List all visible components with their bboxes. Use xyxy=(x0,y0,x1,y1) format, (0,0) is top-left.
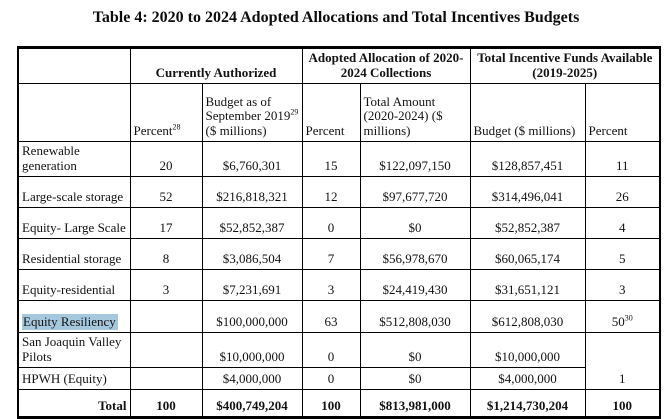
footnote-30: 30 xyxy=(624,313,633,323)
cell-pct-total-merged: 1 xyxy=(584,332,661,390)
cell-pct-authorized xyxy=(129,332,203,368)
subheader-suffix: ($ millions) xyxy=(205,122,267,138)
subheader-empty-cell xyxy=(17,83,131,142)
table-row-san-joaquin: San Joaquin Valley Pilots $10,000,000 0 … xyxy=(17,332,661,390)
cell-budget-2019: $3,086,504 xyxy=(201,238,303,270)
cell-pct-adopted: 0 xyxy=(301,332,361,368)
group-total-incentive-funds: Total Incentive Funds Available (2019-20… xyxy=(469,47,661,84)
cell-pct-authorized: 17 xyxy=(129,207,203,239)
cell-pct-adopted: 63 xyxy=(301,300,361,333)
cell-total-budget: $60,065,174 xyxy=(469,238,586,270)
cell-pct-adopted: 100 xyxy=(301,389,361,418)
subheader-budget-total: Budget ($ millions) xyxy=(469,83,586,142)
cell-pct-authorized: 52 xyxy=(129,176,203,208)
group-adopted-allocation: Adopted Allocation of 2020-2024 Collecti… xyxy=(301,47,471,84)
cell-pct-total: 5 xyxy=(584,238,661,270)
cell-pct-total: 100 xyxy=(584,389,661,418)
cell-budget-2019: $7,231,691 xyxy=(201,269,303,301)
cell-total-budget: $314,496,041 xyxy=(469,176,586,208)
cell-budget-2019: $4,000,000 xyxy=(201,367,303,390)
row-label: Renewable generation xyxy=(17,141,131,177)
cell-pct-adopted: 3 xyxy=(301,269,361,301)
cell-budget-2019: $52,852,387 xyxy=(201,207,303,239)
cell-budget-2019: $216,818,321 xyxy=(201,176,303,208)
row-label: Residential storage xyxy=(17,238,131,270)
subheader-percent-authorized: Percent28 xyxy=(129,83,203,142)
table-row: Equity-residential 3 $7,231,691 3 $24,41… xyxy=(17,269,661,301)
cell-pct-adopted: 0 xyxy=(301,367,361,390)
cell-total-amount: $122,097,150 xyxy=(359,141,471,177)
subheader-percent-total: Percent xyxy=(584,83,661,142)
cell-pct-authorized xyxy=(129,367,203,390)
footnote-29: 29 xyxy=(290,107,299,117)
cell-pct-adopted: 0 xyxy=(301,207,361,239)
pct-total-value: 50 xyxy=(611,313,625,329)
group-currently-authorized: Currently Authorized xyxy=(129,47,303,84)
cell-pct-adopted: 15 xyxy=(301,141,361,177)
cell-total-amount: $24,419,430 xyxy=(359,269,471,301)
equity-resiliency-highlight: Equity Resiliency xyxy=(22,313,118,330)
cell-pct-adopted: 12 xyxy=(301,176,361,208)
cell-pct-total: 5030 xyxy=(584,300,661,333)
cell-total-budget: $612,808,030 xyxy=(469,300,586,333)
subheader-percent-adopted: Percent xyxy=(301,83,361,142)
cell-pct-adopted: 7 xyxy=(301,238,361,270)
cell-total-amount: $512,808,030 xyxy=(359,300,471,333)
cell-pct-total: 26 xyxy=(584,176,661,208)
group-header-row: Currently Authorized Adopted Allocation … xyxy=(17,47,661,84)
subheader-text: Budget as of September 2019 xyxy=(205,93,291,123)
table-row-total: Total 100 $400,749,204 100 $813,981,000 … xyxy=(17,389,661,418)
cell-pct-total: 4 xyxy=(584,207,661,239)
subheader-budget-2019: Budget as of September 201929 ($ million… xyxy=(201,83,303,142)
cell-pct-authorized xyxy=(129,300,203,333)
row-label: Equity Resiliency xyxy=(17,300,131,333)
subheader-text: Percent xyxy=(133,122,173,138)
cell-total-amount: $0 xyxy=(359,367,471,390)
cell-total-budget: $52,852,387 xyxy=(469,207,586,239)
subheader-row: Percent28 Budget as of September 201929 … xyxy=(17,83,661,142)
cell-total-budget: $10,000,000 xyxy=(469,332,586,368)
cell-total-budget: $31,651,121 xyxy=(469,269,586,301)
cell-total-budget: $128,857,451 xyxy=(469,141,586,177)
table-row: Large-scale storage 52 $216,818,321 12 $… xyxy=(17,176,661,208)
cell-pct-authorized: 3 xyxy=(129,269,203,301)
cell-pct-authorized: 20 xyxy=(129,141,203,177)
table-row-hpwh: HPWH (Equity) $4,000,000 0 $0 $4,000,000 xyxy=(17,367,660,390)
cell-budget-2019: $10,000,000 xyxy=(201,332,303,368)
subheader-total-amount: Total Amount (2020-2024) ($ millions) xyxy=(359,83,471,142)
cell-total-budget: $4,000,000 xyxy=(469,367,586,390)
cell-total-amount: $56,978,670 xyxy=(359,238,471,270)
table-row: Residential storage 8 $3,086,504 7 $56,9… xyxy=(17,238,661,270)
cell-total-amount: $0 xyxy=(359,332,471,368)
row-label: San Joaquin Valley Pilots xyxy=(17,332,131,368)
cell-total-budget: $1,214,730,204 xyxy=(469,389,586,418)
cell-total-amount: $813,981,000 xyxy=(359,389,471,418)
row-label: Equity-residential xyxy=(17,269,131,301)
row-label: Large-scale storage xyxy=(17,176,131,208)
cell-pct-authorized: 8 xyxy=(129,238,203,270)
cell-total-amount: $0 xyxy=(359,207,471,239)
row-label: HPWH (Equity) xyxy=(17,367,131,390)
table-row: Equity- Large Scale 17 $52,852,387 0 $0 … xyxy=(17,207,661,239)
cell-budget-2019: $6,760,301 xyxy=(201,141,303,177)
cell-budget-2019: $400,749,204 xyxy=(201,389,303,418)
allocations-table: Currently Authorized Adopted Allocation … xyxy=(17,46,662,419)
cell-pct-authorized: 100 xyxy=(129,389,203,418)
table-row-equity-resiliency: Equity Resiliency $100,000,000 63 $512,8… xyxy=(17,300,661,333)
cell-budget-2019: $100,000,000 xyxy=(201,300,303,333)
corner-empty-cell xyxy=(17,47,131,84)
table-row: Renewable generation 20 $6,760,301 15 $1… xyxy=(17,141,661,177)
cell-pct-total: 3 xyxy=(584,269,661,301)
cell-pct-total: 11 xyxy=(584,141,661,177)
total-label: Total xyxy=(17,389,131,418)
page-title: Table 4: 2020 to 2024 Adopted Allocation… xyxy=(92,9,580,26)
cell-total-amount: $97,677,720 xyxy=(359,176,471,208)
footnote-28: 28 xyxy=(172,122,181,132)
row-label: Equity- Large Scale xyxy=(17,207,131,239)
